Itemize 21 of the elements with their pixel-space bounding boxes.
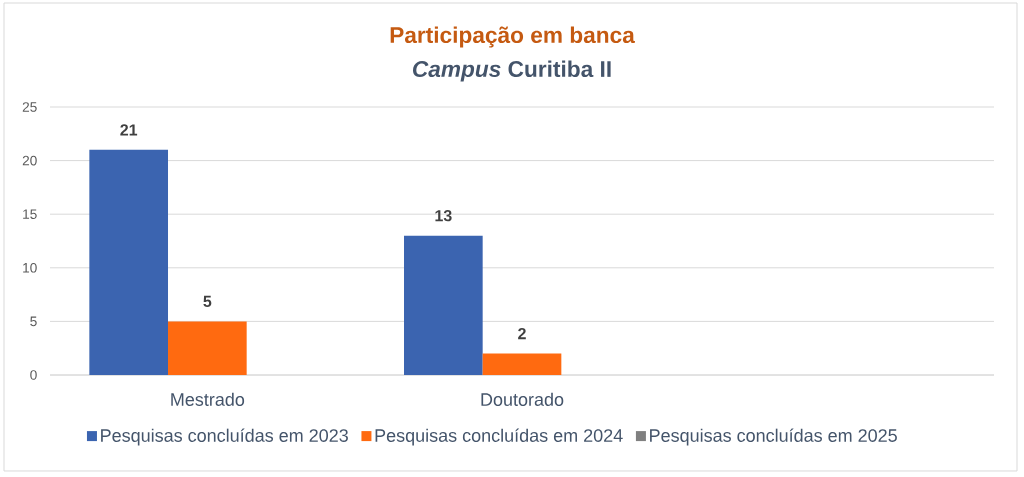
data-label: 21 xyxy=(120,124,138,136)
y-tick-label: 25 xyxy=(22,102,37,112)
y-tick-label: 5 xyxy=(30,316,37,327)
chart-title: Participação em banca xyxy=(390,26,635,48)
bar xyxy=(404,235,483,375)
data-label: 13 xyxy=(435,209,452,222)
legend-label: Pesquisas concluídas em 2025 xyxy=(650,428,897,446)
x-tick-label: Mestrado xyxy=(171,392,245,406)
y-tick-label: 20 xyxy=(22,155,37,166)
y-tick-label: 0 xyxy=(30,370,37,380)
data-label: 5 xyxy=(203,295,212,307)
y-tick-label: 15 xyxy=(23,209,37,219)
bar xyxy=(482,353,562,375)
y-tick-label: 10 xyxy=(23,262,37,273)
bar xyxy=(168,321,247,375)
legend-label: Pesquisas concluídas em 2023 xyxy=(101,428,348,446)
bar xyxy=(89,149,169,375)
data-label: 2 xyxy=(518,327,526,340)
x-tick-label: Doutorado xyxy=(481,392,564,406)
legend-label: Pesquisas concluídas em 2024 xyxy=(375,428,623,446)
chart-subtitle: Campus Curitiba II xyxy=(412,60,611,82)
